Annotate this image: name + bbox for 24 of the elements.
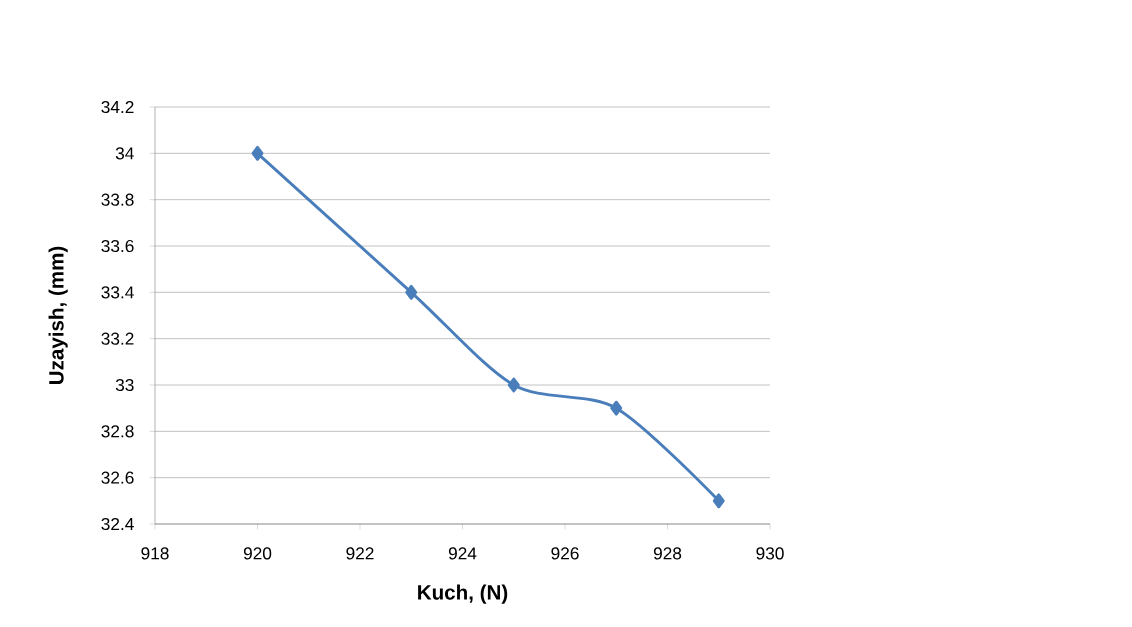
x-tick-label: 924 xyxy=(448,547,477,560)
y-tick-label: 34.2 xyxy=(101,100,134,114)
x-tick-label: 928 xyxy=(653,547,682,560)
x-axis-title: Kuch, (N) xyxy=(418,584,508,604)
point xyxy=(507,377,520,393)
point xyxy=(251,145,264,161)
y-tick-label: 32.8 xyxy=(101,425,134,438)
point xyxy=(610,400,623,416)
y-tick-label: 32.4 xyxy=(101,517,134,531)
x-tick-label: 922 xyxy=(346,547,374,560)
y-tick-label: 33.2 xyxy=(101,332,134,345)
x-tick-label: 918 xyxy=(141,547,169,560)
y-tick-label: 33.4 xyxy=(101,286,134,299)
y-tick-label: 34 xyxy=(115,147,134,160)
y-tick-label: 33 xyxy=(115,378,134,392)
y-tick-label: 33.6 xyxy=(101,239,134,253)
x-tick-label: 930 xyxy=(756,547,784,560)
x-tick-label: 920 xyxy=(243,547,272,560)
y-axis-title: Uzayish, (mm) xyxy=(48,246,68,385)
point xyxy=(405,284,418,300)
point xyxy=(712,493,725,509)
y-tick-label: 33.8 xyxy=(101,193,134,206)
y-tick-label: 32.6 xyxy=(101,471,134,484)
x-tick-label: 926 xyxy=(551,547,579,560)
